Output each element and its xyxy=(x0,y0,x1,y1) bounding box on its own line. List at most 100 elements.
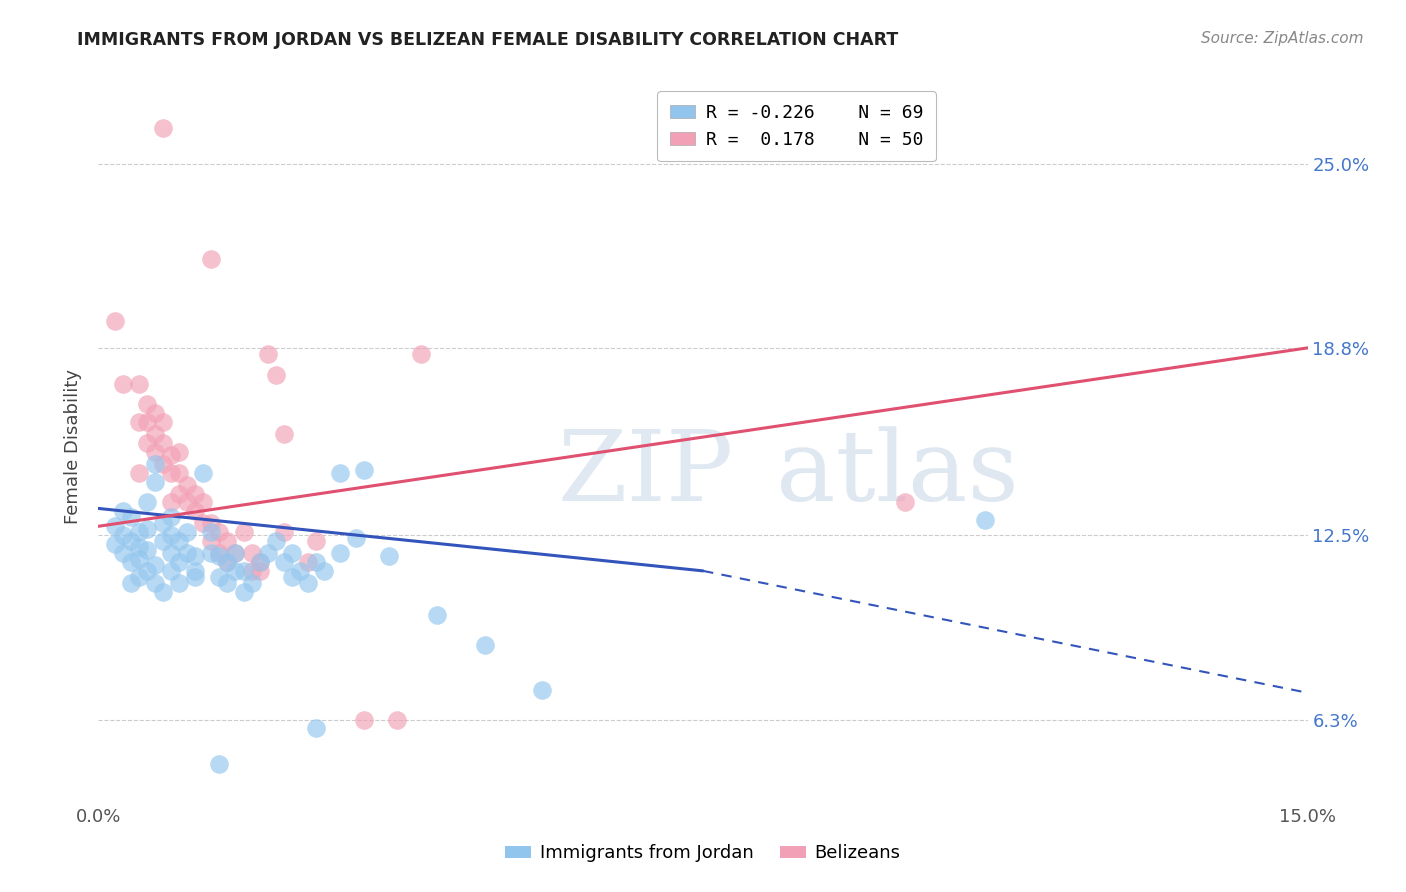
Point xyxy=(305,534,328,549)
Point xyxy=(184,549,207,563)
Point xyxy=(160,510,183,524)
Point xyxy=(305,722,328,736)
Point xyxy=(160,448,183,462)
Point xyxy=(167,445,190,459)
Point xyxy=(128,376,150,391)
Point xyxy=(329,466,352,480)
Point xyxy=(135,564,157,578)
Text: Source: ZipAtlas.com: Source: ZipAtlas.com xyxy=(1201,31,1364,46)
Point xyxy=(273,427,295,442)
Point xyxy=(160,466,183,480)
Point xyxy=(111,504,134,518)
Point xyxy=(184,570,207,584)
Point xyxy=(103,314,125,328)
Point xyxy=(176,546,198,560)
Point xyxy=(120,575,142,590)
Legend: Immigrants from Jordan, Belizeans: Immigrants from Jordan, Belizeans xyxy=(498,838,908,870)
Point xyxy=(264,368,287,382)
Point xyxy=(249,564,271,578)
Point xyxy=(353,463,375,477)
Point xyxy=(128,415,150,429)
Point xyxy=(143,427,166,442)
Point xyxy=(530,682,553,697)
Point xyxy=(160,564,183,578)
Point xyxy=(120,555,142,569)
Point xyxy=(224,546,246,560)
Point xyxy=(256,546,278,560)
Point xyxy=(103,537,125,551)
Point xyxy=(281,570,304,584)
Point xyxy=(208,525,231,540)
Point xyxy=(193,516,215,531)
Point xyxy=(111,528,134,542)
Point xyxy=(143,475,166,489)
Point xyxy=(176,477,198,491)
Point xyxy=(208,549,231,563)
Point xyxy=(273,555,295,569)
Point xyxy=(120,534,142,549)
Point xyxy=(184,486,207,500)
Point xyxy=(152,436,174,450)
Point xyxy=(217,575,239,590)
Point xyxy=(160,528,183,542)
Point xyxy=(143,445,166,459)
Point xyxy=(103,519,125,533)
Point xyxy=(232,564,254,578)
Point xyxy=(152,584,174,599)
Point xyxy=(120,510,142,524)
Point xyxy=(385,713,408,727)
Point xyxy=(208,570,231,584)
Point xyxy=(240,575,263,590)
Point xyxy=(249,555,271,569)
Point xyxy=(167,575,190,590)
Point xyxy=(143,575,166,590)
Point xyxy=(232,525,254,540)
Point xyxy=(135,495,157,509)
Point xyxy=(344,531,367,545)
Point xyxy=(128,540,150,554)
Point xyxy=(217,555,239,569)
Point xyxy=(208,757,231,772)
Point xyxy=(143,457,166,471)
Point xyxy=(217,555,239,569)
Point xyxy=(200,525,222,540)
Point xyxy=(314,564,336,578)
Point xyxy=(217,534,239,549)
Text: IMMIGRANTS FROM JORDAN VS BELIZEAN FEMALE DISABILITY CORRELATION CHART: IMMIGRANTS FROM JORDAN VS BELIZEAN FEMAL… xyxy=(77,31,898,49)
Point xyxy=(184,504,207,518)
Point xyxy=(240,546,263,560)
Point xyxy=(224,564,246,578)
Point xyxy=(208,546,231,560)
Point xyxy=(167,486,190,500)
Point xyxy=(176,495,198,509)
Point xyxy=(143,406,166,420)
Point xyxy=(135,436,157,450)
Point xyxy=(152,516,174,531)
Point xyxy=(135,397,157,411)
Point xyxy=(200,546,222,560)
Point xyxy=(176,525,198,540)
Point xyxy=(152,120,174,135)
Point xyxy=(193,495,215,509)
Point xyxy=(288,564,311,578)
Y-axis label: Female Disability: Female Disability xyxy=(65,368,83,524)
Point xyxy=(893,495,915,509)
Point xyxy=(297,555,319,569)
Point xyxy=(143,558,166,572)
Legend: R = -0.226    N = 69, R =  0.178    N = 50: R = -0.226 N = 69, R = 0.178 N = 50 xyxy=(657,91,936,161)
Point xyxy=(167,466,190,480)
Point xyxy=(152,457,174,471)
Point xyxy=(152,534,174,549)
Point xyxy=(305,555,328,569)
Point xyxy=(152,415,174,429)
Point xyxy=(224,546,246,560)
Point xyxy=(200,516,222,531)
Point xyxy=(128,525,150,540)
Point xyxy=(128,570,150,584)
Point xyxy=(377,549,399,563)
Point xyxy=(297,575,319,590)
Point xyxy=(193,466,215,480)
Point xyxy=(167,555,190,569)
Point xyxy=(160,495,183,509)
Point xyxy=(111,546,134,560)
